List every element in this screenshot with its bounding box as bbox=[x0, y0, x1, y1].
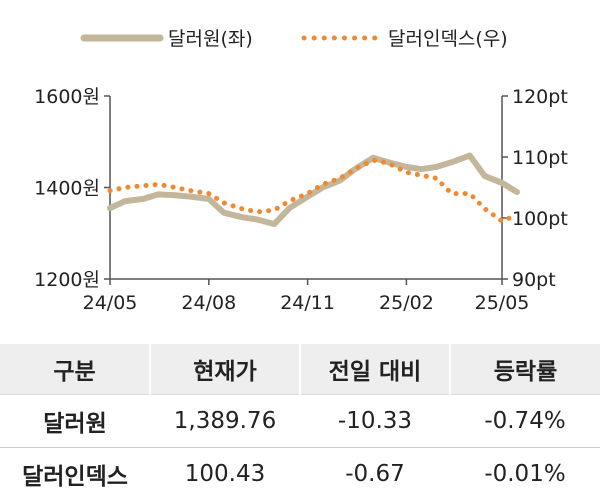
legend-label-usdkrw: 달러원(좌) bbox=[168, 28, 253, 50]
table-row: 달러원 1,389.76 -10.33 -0.74% bbox=[0, 394, 600, 448]
axes: 1600원 1400원 1200원 120pt 110pt 100pt 90pt 24/05 2… bbox=[34, 86, 568, 314]
series-line-dxy bbox=[107, 157, 520, 224]
row-price: 1,389.76 bbox=[150, 394, 300, 448]
legend-label-dxy: 달러인덱스(우) bbox=[388, 28, 508, 50]
header-rate: 등락률 bbox=[449, 344, 600, 395]
right-tick-label: 120pt bbox=[512, 86, 568, 108]
row-rate: -0.74% bbox=[450, 394, 600, 448]
right-tick-label: 90pt bbox=[512, 269, 556, 291]
header-category: 구분 bbox=[0, 344, 150, 395]
x-tick-label: 25/02 bbox=[379, 292, 434, 314]
header-change: 전일 대비 bbox=[299, 344, 450, 395]
right-tick-label: 100pt bbox=[512, 208, 568, 230]
x-tick-label: 25/05 bbox=[475, 292, 530, 314]
row-change: -0.67 bbox=[300, 447, 450, 500]
row-name: 달러원 bbox=[0, 394, 150, 448]
series-layer bbox=[107, 152, 520, 228]
row-price: 100.43 bbox=[150, 447, 300, 500]
row-rate: -0.01% bbox=[450, 447, 600, 500]
x-tick-label: 24/08 bbox=[181, 292, 236, 314]
left-tick-label: 1200원 bbox=[34, 269, 100, 291]
series-line-usdkrw bbox=[107, 152, 520, 228]
quote-table: 구분 현재가 전일 대비 등락률 달러원 1,389.76 -10.33 -0.… bbox=[0, 344, 600, 500]
x-tick-label: 24/05 bbox=[83, 292, 138, 314]
header-price: 현재가 bbox=[149, 344, 300, 395]
row-change: -10.33 bbox=[300, 394, 450, 448]
table-row: 달러인덱스 100.43 -0.67 -0.01% bbox=[0, 447, 600, 500]
legend: 달러원(좌) 달러인덱스(우) bbox=[80, 28, 508, 50]
x-tick-label: 24/11 bbox=[280, 292, 335, 314]
right-tick-label: 110pt bbox=[512, 147, 568, 169]
fx-chart: 달러원(좌) 달러인덱스(우) 1600원 1400원 1200원 120pt 110p… bbox=[34, 28, 568, 314]
left-tick-label: 1400원 bbox=[34, 178, 100, 200]
left-tick-label: 1600원 bbox=[34, 86, 100, 108]
table-header-row: 구분 현재가 전일 대비 등락률 bbox=[0, 344, 600, 395]
row-name: 달러인덱스 bbox=[0, 447, 150, 500]
